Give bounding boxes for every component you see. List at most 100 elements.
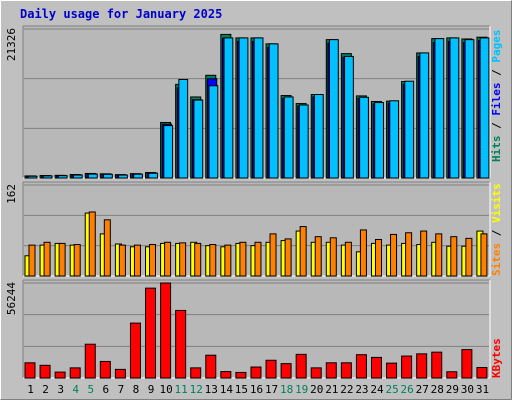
bar-pages-day-16 [253,37,264,179]
bar-pages-day-11 [178,78,189,179]
bar-pages-day-1 [27,175,38,179]
bar-pages-day-18 [283,96,294,179]
bar-sites-day-15 [239,241,247,277]
bar-kbytes-day-26 [401,355,413,379]
legend-separator: / [490,223,503,243]
bar-sites-day-21 [329,237,337,277]
bar-kbytes-day-8 [129,322,141,379]
bar-sites-day-27 [420,230,428,277]
bar-pages-day-28 [434,38,445,179]
x-tick-label: 30 [461,383,474,396]
bar-kbytes-day-18 [280,363,292,379]
bar-sites-day-17 [269,233,277,277]
bar-kbytes-day-11 [175,309,187,379]
x-tick-label: 7 [118,383,125,396]
legend-kbytes: KBytes [490,338,503,378]
bar-pages-day-24 [374,102,384,179]
bar-pages-day-31 [479,37,490,179]
bar-pages-day-19 [298,104,309,179]
bar-sites-day-20 [314,236,322,277]
x-tick-label: 22 [340,383,353,396]
bar-kbytes-day-20 [310,367,322,379]
bar-pages-day-3 [57,175,68,179]
bar-kbytes-day-19 [295,353,307,379]
bar-sites-day-24 [374,238,382,277]
bar-sites-day-12 [194,242,202,277]
bar-sites-day-22 [344,241,352,277]
bar-kbytes-day-6 [99,360,111,379]
x-tick-label: 3 [57,383,64,396]
x-tick-label: 20 [310,383,323,396]
bar-pages-day-14 [223,37,234,179]
bar-sites-day-9 [149,244,157,277]
bar-sites-day-29 [450,236,458,277]
bar-kbytes-day-13 [205,354,217,379]
bar-kbytes-day-28 [431,351,443,379]
x-tick-label: 16 [250,383,263,396]
bar-pages-day-13 [208,85,219,179]
bar-pages-day-2 [42,175,53,179]
bar-kbytes-day-31 [476,367,488,379]
bar-sites-day-25 [390,233,398,277]
x-tick-label: 9 [148,383,155,396]
legend-sites: Sites [490,243,503,276]
bar-kbytes-day-24 [370,356,382,379]
bar-sites-day-23 [359,229,367,277]
bar-sites-day-31 [480,233,488,277]
x-tick-label: 10 [159,383,172,396]
bar-sites-day-1 [28,244,36,277]
x-tick-label: 13 [205,383,218,396]
x-tick-label: 14 [220,383,234,396]
x-tick-label: 26 [401,383,414,396]
bar-pages-day-17 [268,43,279,179]
bar-sites-day-28 [435,233,443,277]
bar-pages-day-6 [103,173,113,179]
x-tick-label: 18 [280,383,293,396]
bar-sites-day-16 [254,241,262,277]
bar-pages-day-29 [449,37,460,179]
bar-pages-day-12 [193,99,204,179]
bar-kbytes-day-4 [69,367,81,379]
bar-kbytes-day-7 [114,368,126,379]
x-tick-label: 31 [476,383,489,396]
bar-kbytes-day-12 [190,367,202,379]
bar-sites-day-14 [224,244,232,277]
legend-hits-files-pages: Hits / Files / Pages [490,30,503,163]
bar-pages-day-21 [328,39,339,179]
chart-title: Daily usage for January 2025 [20,7,222,21]
bar-sites-day-11 [179,242,187,277]
bar-sites-day-6 [103,219,111,277]
bar-kbytes-day-10 [160,282,172,379]
x-tick-label: 23 [355,383,368,396]
x-tick-label: 21 [325,383,338,396]
legend-pages: Pages [490,30,503,63]
bar-pages-day-27 [419,52,430,179]
legend-separator: / [490,116,503,136]
bar-pages-day-23 [359,96,369,179]
bar-kbytes-day-27 [416,353,428,379]
bar-sites-day-7 [118,244,126,277]
bar-kbytes-day-14 [220,371,232,379]
bar-kbytes-day-15 [235,371,247,379]
x-tick-label: 11 [175,383,188,396]
bar-sites-day-3 [58,242,66,277]
bar-pages-day-10 [163,125,174,179]
bar-kbytes-day-3 [54,371,66,379]
bar-kbytes-day-5 [84,343,96,379]
legend-separator: / [490,63,503,83]
x-tick-label: 5 [87,383,94,396]
bar-sites-day-26 [405,232,413,277]
bar-pages-day-4 [72,174,83,179]
bar-sites-day-18 [284,238,292,277]
x-tick-label: 4 [72,383,79,396]
x-tick-label: 12 [190,383,203,396]
bar-pages-day-30 [464,39,475,179]
bar-sites-day-2 [43,241,51,277]
bar-kbytes-day-22 [340,362,352,379]
ymax-label-hits: 21326 [5,28,18,61]
bar-pages-day-5 [87,173,98,179]
x-tick-label: 27 [416,383,429,396]
bar-sites-day-10 [164,241,172,277]
